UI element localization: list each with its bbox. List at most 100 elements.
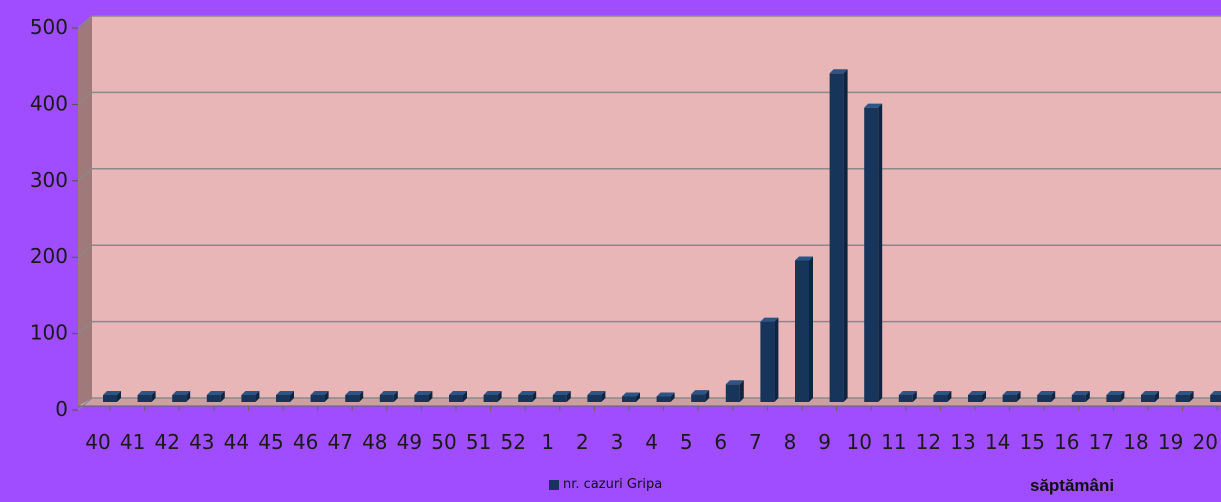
legend-swatch xyxy=(549,479,559,490)
bar xyxy=(725,384,740,402)
bar xyxy=(172,395,187,402)
y-tick-label: 200 xyxy=(30,244,68,268)
bar-side xyxy=(463,391,467,402)
bar xyxy=(864,107,879,403)
bar xyxy=(898,395,913,402)
bar xyxy=(933,395,948,402)
x-tick-label: 12 xyxy=(916,430,941,454)
bar-top xyxy=(725,380,744,385)
bar-top xyxy=(1141,391,1159,395)
gridline-side xyxy=(77,397,93,411)
bar-side xyxy=(1120,391,1125,402)
x-tick-label: 48 xyxy=(362,430,387,454)
bar xyxy=(1175,395,1190,402)
bar-side xyxy=(809,256,813,402)
bar-top xyxy=(1037,391,1056,395)
bar xyxy=(552,395,567,402)
bar-side xyxy=(393,391,398,402)
bar-top xyxy=(1071,391,1090,395)
bar-side xyxy=(636,392,640,402)
bar xyxy=(622,396,636,402)
x-tick-label: 44 xyxy=(224,430,249,454)
bar xyxy=(1141,395,1155,402)
legend-label: nr. cazuri Gripa xyxy=(563,477,663,492)
bar xyxy=(1002,395,1017,402)
x-tick-label: 3 xyxy=(611,430,624,454)
bar-top xyxy=(829,69,848,74)
x-tick-label: 19 xyxy=(1158,430,1183,454)
bar xyxy=(241,395,256,402)
bar xyxy=(760,321,775,402)
bar-side xyxy=(1155,391,1159,402)
bar xyxy=(656,396,671,402)
gridline-side xyxy=(77,321,93,335)
x-tick-label: 20 xyxy=(1192,430,1217,454)
x-tick-label: 2 xyxy=(576,430,589,454)
bar xyxy=(137,395,152,402)
bar xyxy=(1210,395,1221,402)
bar-side xyxy=(497,391,502,402)
bar-top xyxy=(864,103,883,108)
bar xyxy=(518,395,533,402)
x-tick-label: 14 xyxy=(985,430,1010,454)
bar-top xyxy=(1175,391,1194,395)
bar-top xyxy=(1002,391,1021,395)
side-wall xyxy=(78,16,92,406)
bar xyxy=(103,395,117,402)
bar-top xyxy=(206,391,225,395)
bar-top xyxy=(241,391,260,395)
y-tick-label: 500 xyxy=(30,15,68,39)
bar xyxy=(276,395,290,402)
x-tick-label: 40 xyxy=(85,430,110,454)
x-tick-label: 7 xyxy=(749,430,762,454)
bar xyxy=(795,260,809,402)
gridline-side xyxy=(77,244,93,258)
x-tick-label: 50 xyxy=(431,430,456,454)
bar xyxy=(379,395,394,402)
bar xyxy=(968,395,982,402)
bar-side xyxy=(843,69,848,403)
bar-top xyxy=(518,391,537,395)
bar-side xyxy=(912,391,917,402)
x-tick-label: 41 xyxy=(120,430,145,454)
bar-side xyxy=(117,391,121,402)
bar-top xyxy=(691,390,710,395)
bar-side xyxy=(601,391,606,402)
bar-top xyxy=(137,391,156,395)
bar-top xyxy=(449,391,467,395)
x-tick-label: 5 xyxy=(680,430,693,454)
bar xyxy=(1037,395,1052,402)
bar xyxy=(449,395,463,402)
bar-side xyxy=(1189,391,1194,402)
x-tick-label: 42 xyxy=(154,430,179,454)
bar xyxy=(829,73,844,403)
x-tick-label: 9 xyxy=(818,430,831,454)
x-axis-title: săptămâni xyxy=(1030,476,1115,495)
gridline-side xyxy=(77,91,93,105)
x-tick-label: 6 xyxy=(714,430,727,454)
x-tick-label: 11 xyxy=(881,430,906,454)
bar-top xyxy=(172,391,191,395)
bar-side xyxy=(290,391,294,402)
bar-top xyxy=(103,391,121,395)
bar-side xyxy=(670,392,675,402)
bar-top xyxy=(276,391,294,395)
bar-top xyxy=(656,392,675,397)
bar xyxy=(483,395,498,402)
x-tick-label: 17 xyxy=(1089,430,1114,454)
bar-side xyxy=(220,391,225,402)
x-tick-label: 10 xyxy=(846,430,871,454)
bar-side xyxy=(324,391,329,402)
bar-top xyxy=(379,391,398,395)
legend: nr. cazuri Gripa xyxy=(549,477,662,492)
x-tick-label: 52 xyxy=(500,430,525,454)
bar-side xyxy=(982,391,986,402)
gridline-side xyxy=(77,15,93,29)
bar xyxy=(587,395,602,402)
bar-top xyxy=(587,391,606,395)
bar-side xyxy=(1016,391,1021,402)
x-tick-label: 1 xyxy=(541,430,554,454)
bar-top xyxy=(310,391,329,395)
